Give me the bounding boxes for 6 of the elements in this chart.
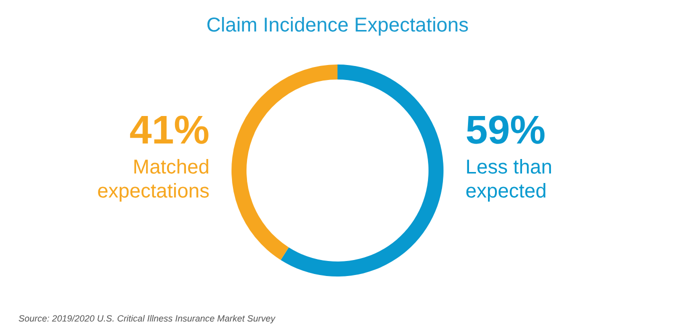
source-note: Source: 2019/2020 U.S. Critical Illness Insurance Market Survey <box>18 314 276 324</box>
slice-label: Less than expected <box>466 156 552 203</box>
data-label: 59% <box>466 108 546 152</box>
chart-title: Claim Incidence Expectations <box>206 14 469 36</box>
slice-label: Matched expectations <box>97 156 210 203</box>
data-label: 41% <box>129 108 210 152</box>
